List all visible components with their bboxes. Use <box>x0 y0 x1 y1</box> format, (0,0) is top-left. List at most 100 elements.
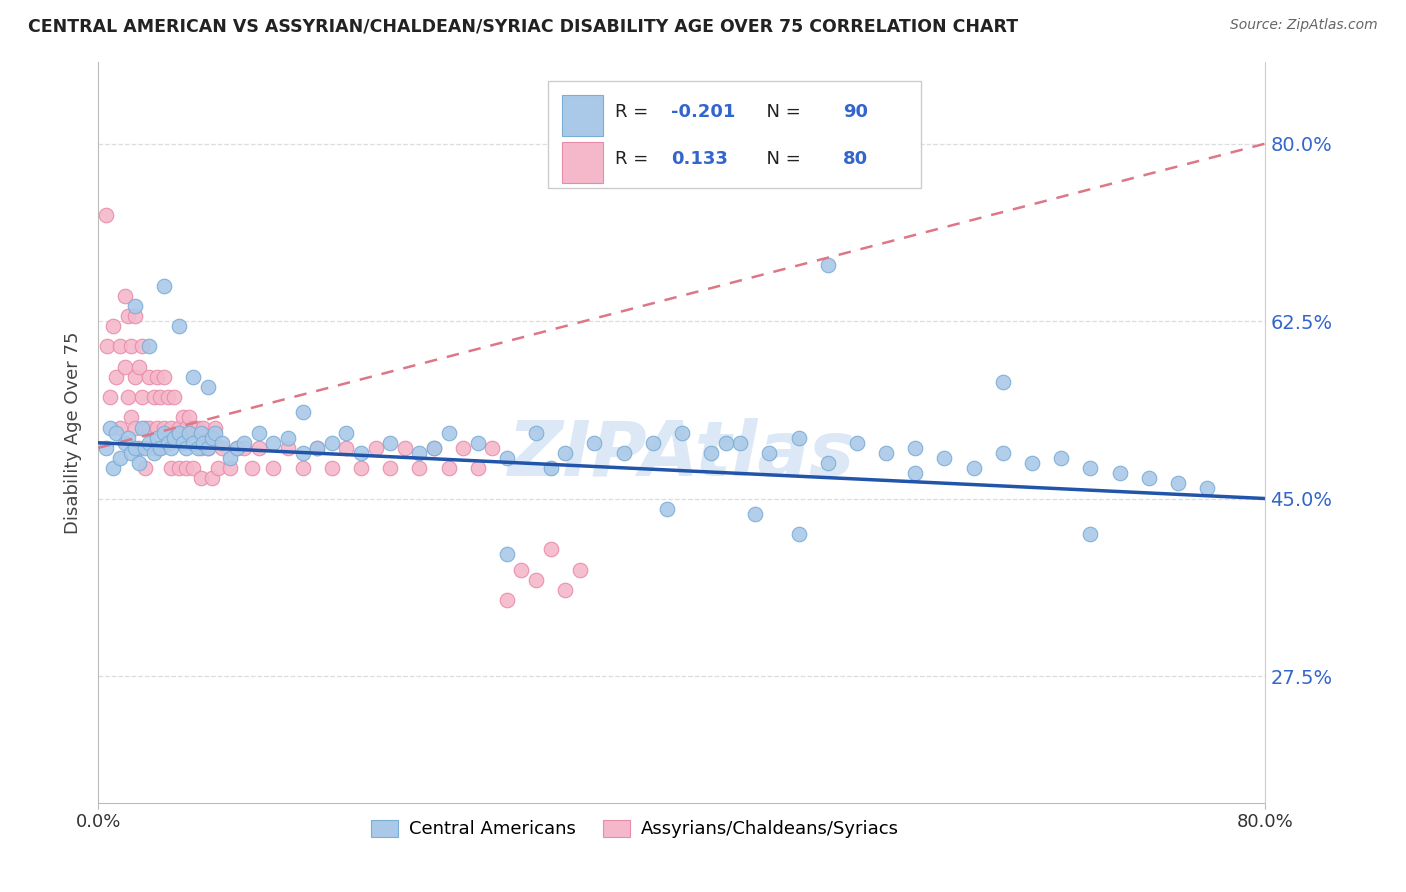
Point <box>758 446 780 460</box>
Point <box>291 461 314 475</box>
Point <box>134 420 156 434</box>
Point <box>128 359 150 374</box>
Point <box>335 441 357 455</box>
Point <box>134 461 156 475</box>
Text: R =: R = <box>616 150 654 168</box>
Point <box>817 456 839 470</box>
Point <box>1137 471 1160 485</box>
FancyBboxPatch shape <box>562 142 603 183</box>
Point <box>671 425 693 440</box>
Point <box>291 405 314 419</box>
Text: 80: 80 <box>844 150 868 168</box>
Point <box>524 573 547 587</box>
Point <box>114 289 136 303</box>
Point <box>291 446 314 460</box>
Point <box>394 441 416 455</box>
Point <box>226 441 249 455</box>
Point <box>167 461 190 475</box>
Point <box>787 527 810 541</box>
Point <box>128 456 150 470</box>
Point <box>157 390 180 404</box>
Text: CENTRAL AMERICAN VS ASSYRIAN/CHALDEAN/SYRIAC DISABILITY AGE OVER 75 CORRELATION : CENTRAL AMERICAN VS ASSYRIAN/CHALDEAN/SY… <box>28 18 1018 36</box>
Point <box>101 319 124 334</box>
Point <box>408 461 430 475</box>
Point <box>787 431 810 445</box>
FancyBboxPatch shape <box>548 81 921 188</box>
Point <box>226 441 249 455</box>
Point <box>233 435 256 450</box>
Point <box>101 461 124 475</box>
Point <box>218 450 240 465</box>
Point <box>120 339 142 353</box>
Point <box>149 390 172 404</box>
Point <box>204 425 226 440</box>
Point <box>160 420 183 434</box>
Point <box>321 435 343 450</box>
Point <box>350 446 373 460</box>
Point <box>496 450 519 465</box>
Text: R =: R = <box>616 103 654 121</box>
Point <box>197 441 219 455</box>
Point <box>380 461 402 475</box>
Point <box>190 441 212 455</box>
Point <box>177 425 200 440</box>
Point <box>1080 527 1102 541</box>
Point <box>423 441 446 455</box>
Point <box>408 446 430 460</box>
Point <box>160 461 183 475</box>
Point <box>94 441 117 455</box>
Text: ZIPAtlas: ZIPAtlas <box>508 417 856 491</box>
Text: N =: N = <box>755 150 807 168</box>
Point <box>181 420 204 434</box>
Point <box>247 425 270 440</box>
Point <box>181 461 204 475</box>
Point <box>96 339 118 353</box>
Point <box>641 435 664 450</box>
Point <box>146 420 169 434</box>
Point <box>496 547 519 561</box>
Point <box>174 420 197 434</box>
Point <box>124 299 146 313</box>
Point <box>510 562 533 576</box>
Point <box>117 431 139 445</box>
Text: 90: 90 <box>844 103 868 121</box>
Point <box>174 441 197 455</box>
Point <box>94 208 117 222</box>
Point <box>172 410 194 425</box>
Point <box>117 390 139 404</box>
Point <box>167 425 190 440</box>
FancyBboxPatch shape <box>562 95 603 136</box>
Point <box>172 435 194 450</box>
Point <box>321 461 343 475</box>
Point <box>568 562 591 576</box>
Point <box>204 420 226 434</box>
Point <box>201 471 224 485</box>
Point <box>131 420 153 434</box>
Point <box>730 435 752 450</box>
Point <box>467 435 489 450</box>
Point <box>153 369 176 384</box>
Point <box>138 435 160 450</box>
Point <box>211 441 233 455</box>
Point <box>437 425 460 440</box>
Point <box>98 420 121 434</box>
Point <box>157 435 180 450</box>
Point <box>554 446 576 460</box>
Point <box>174 461 197 475</box>
Point <box>247 441 270 455</box>
Point <box>934 450 956 465</box>
Point <box>277 441 299 455</box>
Point <box>190 425 212 440</box>
Text: Source: ZipAtlas.com: Source: ZipAtlas.com <box>1230 18 1378 32</box>
Point <box>160 441 183 455</box>
Point <box>138 420 160 434</box>
Point <box>142 446 165 460</box>
Point <box>117 309 139 323</box>
Point <box>262 461 284 475</box>
Point <box>142 441 165 455</box>
Point <box>128 441 150 455</box>
Point <box>167 420 190 434</box>
Point <box>962 461 984 475</box>
Point <box>540 542 562 557</box>
Point <box>540 461 562 475</box>
